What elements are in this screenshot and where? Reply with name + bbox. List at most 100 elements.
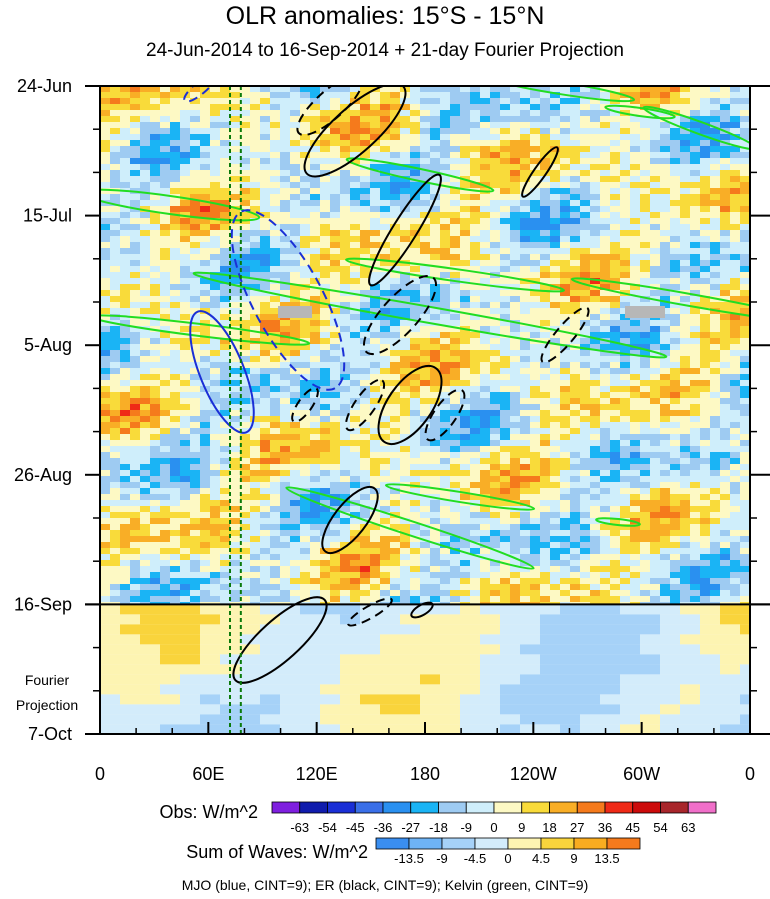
- obs-cell: [210, 332, 220, 338]
- obs-cell: [380, 386, 390, 392]
- obs-cell: [590, 152, 600, 158]
- obs-cell: [460, 380, 470, 386]
- obs-cell: [260, 92, 270, 98]
- obs-cell: [320, 182, 330, 188]
- obs-cell: [320, 500, 330, 506]
- obs-cell: [240, 86, 250, 92]
- obs-cell: [510, 212, 520, 218]
- obs-cell: [300, 194, 310, 200]
- obs-cell: [550, 200, 560, 206]
- obs-cell: [130, 272, 140, 278]
- obs-cell: [680, 512, 690, 518]
- obs-cell: [250, 416, 260, 422]
- obs-cell: [490, 434, 500, 440]
- obs-cell: [380, 278, 390, 284]
- obs-cell: [700, 128, 710, 134]
- obs-cell: [560, 86, 570, 92]
- obs-cell: [130, 98, 140, 104]
- obs-cell: [470, 248, 480, 254]
- obs-cell: [440, 146, 450, 152]
- obs-cell: [380, 362, 390, 368]
- obs-cell: [600, 158, 610, 164]
- obs-cell: [360, 194, 370, 200]
- obs-cell: [560, 134, 570, 140]
- obs-cell: [180, 98, 190, 104]
- obs-cell: [110, 428, 120, 434]
- obs-cell: [660, 518, 670, 524]
- obs-cell: [660, 188, 670, 194]
- obs-cell: [690, 476, 700, 482]
- obs-cell: [660, 98, 670, 104]
- obs-cell: [400, 302, 410, 308]
- obs-cell: [170, 158, 180, 164]
- obs-cell: [170, 86, 180, 92]
- obs-cell: [650, 248, 660, 254]
- obs-cell: [590, 242, 600, 248]
- obs-cell: [360, 200, 370, 206]
- obs-cell: [700, 482, 710, 488]
- obs-cell: [690, 218, 700, 224]
- obs-cell: [360, 458, 370, 464]
- obs-cell: [440, 314, 450, 320]
- obs-cell: [620, 488, 630, 494]
- obs-cell: [250, 98, 260, 104]
- obs-cell: [570, 362, 580, 368]
- obs-cell: [710, 230, 720, 236]
- obs-cell: [280, 290, 290, 296]
- obs-cell: [120, 404, 130, 410]
- obs-cell: [470, 440, 480, 446]
- obs-cell: [410, 326, 420, 332]
- obs-cell: [490, 170, 500, 176]
- obs-cell: [550, 212, 560, 218]
- obs-cell: [370, 320, 380, 326]
- obs-cell: [120, 134, 130, 140]
- obs-cell: [110, 122, 120, 128]
- obs-cell: [630, 410, 640, 416]
- obs-cell: [740, 350, 750, 356]
- obs-cell: [160, 260, 170, 266]
- obs-cell: [440, 194, 450, 200]
- obs-cell: [350, 146, 360, 152]
- obs-cell: [390, 362, 400, 368]
- obs-cell: [520, 110, 530, 116]
- obs-cell: [100, 146, 110, 152]
- obs-cell: [140, 248, 150, 254]
- obs-cell: [670, 392, 680, 398]
- obs-cell: [200, 434, 210, 440]
- obs-cell: [520, 530, 530, 536]
- obs-cell: [100, 386, 110, 392]
- obs-cell: [420, 368, 430, 374]
- obs-cell: [550, 206, 560, 212]
- obs-cell: [300, 368, 310, 374]
- obs-cell: [270, 542, 280, 548]
- obs-cell: [600, 410, 610, 416]
- obs-cell: [730, 392, 740, 398]
- obs-cell: [210, 524, 220, 530]
- obs-cell: [650, 140, 660, 146]
- obs-cell: [480, 386, 490, 392]
- obs-cell: [360, 482, 370, 488]
- obs-cell: [490, 374, 500, 380]
- obs-cell: [520, 434, 530, 440]
- obs-cell: [340, 128, 350, 134]
- obs-cell: [640, 116, 650, 122]
- obs-cell: [490, 368, 500, 374]
- obs-cell: [320, 458, 330, 464]
- obs-cell: [730, 110, 740, 116]
- obs-cell: [650, 380, 660, 386]
- obs-cell: [670, 266, 680, 272]
- obs-cell: [520, 512, 530, 518]
- obs-cell: [590, 290, 600, 296]
- obs-cell: [460, 398, 470, 404]
- obs-cell: [690, 86, 700, 92]
- obs-cell: [660, 530, 670, 536]
- obs-cell: [620, 86, 630, 92]
- obs-cell: [130, 416, 140, 422]
- obs-cell: [730, 152, 740, 158]
- obs-cell: [300, 476, 310, 482]
- obs-cell: [230, 302, 240, 308]
- obs-cell: [400, 236, 410, 242]
- obs-cell: [260, 500, 270, 506]
- obs-cell: [600, 122, 610, 128]
- obs-cell: [560, 488, 570, 494]
